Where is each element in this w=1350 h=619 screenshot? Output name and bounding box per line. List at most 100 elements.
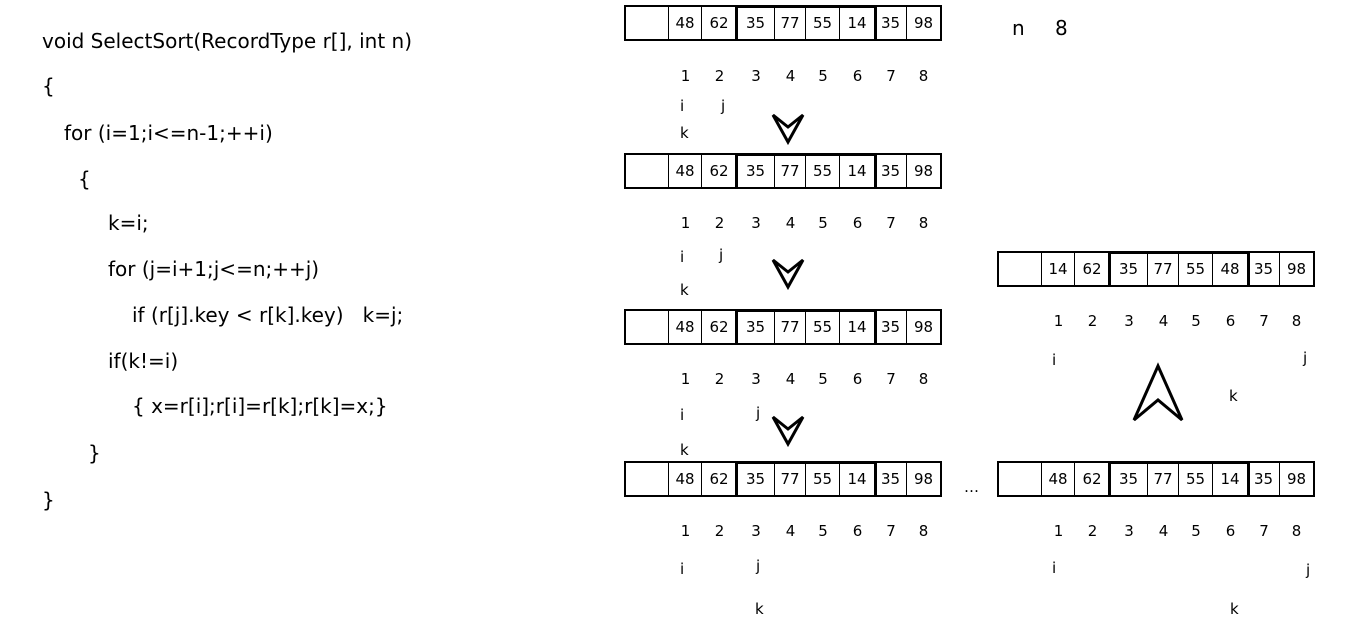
array-index-label: 4: [785, 370, 796, 388]
record-array: 48 62 35 77 55 14 35 98: [624, 153, 942, 189]
pointer-j-label: j: [1303, 349, 1308, 367]
array-index-label: 1: [680, 67, 691, 85]
array-cell: 98: [913, 14, 934, 32]
array-index-label: 2: [1087, 522, 1098, 540]
array-index-label: 2: [714, 67, 725, 85]
array-cell: 62: [702, 311, 737, 343]
array-index-label: 4: [1158, 312, 1169, 330]
pointer-k-label: k: [680, 124, 689, 142]
array-cell: 98: [913, 162, 934, 180]
array-index-label: 6: [852, 67, 863, 85]
array-slot-empty: [999, 463, 1042, 495]
array-cell: 14: [1042, 253, 1075, 285]
array-index-label: 7: [886, 370, 896, 388]
array-index-label: 1: [680, 370, 691, 388]
array-cell: 35: [737, 155, 775, 187]
pointer-j-label: j: [1306, 561, 1311, 579]
record-array: 48 62 35 77 55 14 35 98: [624, 309, 942, 345]
pointer-i-label: i: [1052, 351, 1057, 369]
array-cell: 35: [737, 7, 775, 39]
array-cell: 48: [669, 7, 702, 39]
array-cell: 98: [1286, 260, 1307, 278]
array-cell: 77: [775, 7, 806, 39]
array-cell: 14: [840, 7, 875, 39]
array-index-label: 1: [680, 214, 691, 232]
array-cell: 77: [775, 311, 806, 343]
array-cell: 35: [1248, 253, 1280, 285]
array-index-label: 8: [1291, 522, 1302, 540]
array-cell: 55: [1179, 463, 1213, 495]
array-index-label: 8: [918, 67, 929, 85]
pointer-i-label: i: [680, 97, 685, 115]
array-index-label: 2: [714, 214, 725, 232]
array-index-label: 7: [886, 522, 896, 540]
array-cell: 48: [669, 311, 702, 343]
array-cell: 35: [875, 155, 907, 187]
record-array: 14 62 35 77 55 48 35 98: [997, 251, 1315, 287]
array-cell: 77: [775, 155, 806, 187]
down-arrow-icon: [771, 113, 805, 146]
array-cell: 48: [669, 155, 702, 187]
array-cell: 77: [1148, 253, 1179, 285]
array-cell: 48: [1042, 463, 1075, 495]
array-index-label: 3: [751, 67, 761, 85]
array-index-label: 2: [714, 522, 725, 540]
array-index-label: 7: [886, 67, 896, 85]
pointer-i-label: i: [680, 406, 685, 424]
array-index-label: 4: [1158, 522, 1169, 540]
code-line: k=i;: [108, 211, 149, 235]
array-cell: 55: [806, 7, 840, 39]
array-index-label: 3: [1124, 522, 1134, 540]
code-line: }: [88, 441, 101, 465]
array-index-label: 6: [852, 214, 863, 232]
array-cell: 35: [875, 463, 907, 495]
array-cell: 35: [1110, 253, 1148, 285]
array-index-label: 3: [751, 214, 761, 232]
pointer-j-label: j: [719, 246, 724, 264]
array-cell: 62: [702, 155, 737, 187]
array-index-label: 2: [714, 370, 725, 388]
code-line: {: [42, 74, 55, 98]
code-line: void SelectSort(RecordType r[], int n): [42, 29, 413, 53]
code-line: if (r[j].key < r[k].key) k=j;: [132, 303, 404, 327]
array-cell: 55: [806, 463, 840, 495]
array-slot-empty: [626, 311, 669, 343]
array-index-label: 5: [1191, 312, 1201, 330]
array-index-label: 7: [1259, 312, 1269, 330]
array-slot-empty: [626, 463, 669, 495]
array-index-label: 3: [1124, 312, 1134, 330]
array-index-label: 8: [1291, 312, 1302, 330]
pointer-k-label: k: [1229, 387, 1238, 405]
code-line: { x=r[i];r[i]=r[k];r[k]=x;}: [132, 394, 388, 418]
pointer-k-label: k: [680, 441, 689, 459]
array-cell: 62: [1075, 463, 1110, 495]
array-slot-empty: [999, 253, 1042, 285]
array-cell: 35: [875, 311, 907, 343]
array-cell: 55: [806, 155, 840, 187]
array-index-label: 8: [918, 522, 929, 540]
array-index-label: 6: [852, 370, 863, 388]
record-array: 48 62 35 77 55 14 35 98: [624, 5, 942, 41]
pointer-i-label: i: [680, 248, 685, 266]
record-array: 48 62 35 77 55 14 35 98: [997, 461, 1315, 497]
array-cell: 77: [775, 463, 806, 495]
array-cell: 48: [669, 463, 702, 495]
array-cell: 35: [737, 463, 775, 495]
array-index-label: 7: [1259, 522, 1269, 540]
array-slot-empty: [626, 7, 669, 39]
pointer-k-label: k: [1230, 600, 1239, 618]
array-cell: 55: [806, 311, 840, 343]
array-index-label: 8: [918, 370, 929, 388]
array-index-label: 2: [1087, 312, 1098, 330]
array-index-label: 5: [818, 214, 828, 232]
array-cell: 35: [875, 7, 907, 39]
array-index-label: 5: [1191, 522, 1201, 540]
array-cell: 62: [1075, 253, 1110, 285]
code-line: {: [78, 167, 91, 191]
array-index-label: 5: [818, 522, 828, 540]
code-line: }: [42, 488, 55, 512]
array-cell: 35: [1248, 463, 1280, 495]
array-cell: 35: [1110, 463, 1148, 495]
pointer-j-label: j: [756, 557, 761, 575]
array-cell: 62: [702, 7, 737, 39]
